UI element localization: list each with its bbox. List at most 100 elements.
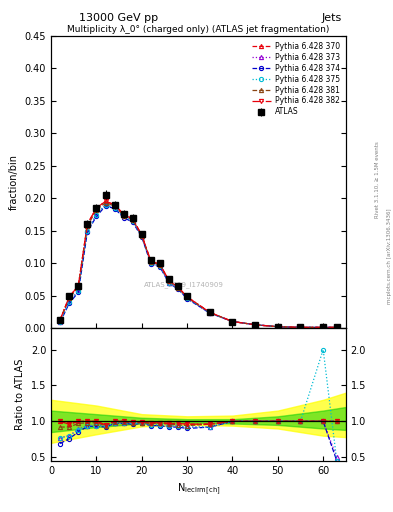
Pythia 6.428 382 [158, 261, 162, 267]
Pythia 6.428 374 [140, 234, 144, 240]
Pythia 6.428 375 [112, 205, 117, 211]
Pythia 6.428 382 [208, 309, 212, 315]
Pythia 6.428 370 [94, 205, 99, 211]
Pythia 6.428 375 [130, 218, 135, 224]
Pythia 6.428 370 [103, 198, 108, 204]
Pythia 6.428 381 [208, 309, 212, 315]
Pythia 6.428 374 [121, 215, 126, 221]
Pythia 6.428 373 [149, 260, 153, 266]
Pythia 6.428 374 [298, 324, 303, 330]
Pythia 6.428 374 [158, 264, 162, 270]
Pythia 6.428 370 [334, 324, 339, 330]
Pythia 6.428 373 [298, 324, 303, 330]
Pythia 6.428 373 [140, 233, 144, 240]
Pythia 6.428 373 [158, 263, 162, 269]
Pythia 6.428 381 [112, 203, 117, 209]
Pythia 6.428 381 [140, 233, 144, 239]
Pythia 6.428 382 [121, 211, 126, 218]
Text: Rivet 3.1.10, ≥ 1.5M events: Rivet 3.1.10, ≥ 1.5M events [375, 141, 380, 218]
Pythia 6.428 370 [185, 294, 189, 300]
Pythia 6.428 381 [121, 212, 126, 219]
Pythia 6.428 370 [149, 258, 153, 264]
Pythia 6.428 373 [76, 287, 81, 293]
Pythia 6.428 370 [230, 318, 235, 325]
Text: Jets: Jets [321, 13, 342, 23]
Line: Pythia 6.428 381: Pythia 6.428 381 [58, 201, 339, 329]
Pythia 6.428 374 [58, 319, 62, 325]
Pythia 6.428 370 [58, 316, 62, 323]
Pythia 6.428 373 [130, 218, 135, 224]
Pythia 6.428 382 [230, 318, 235, 325]
Pythia 6.428 374 [167, 280, 171, 286]
Pythia 6.428 370 [76, 283, 81, 289]
Pythia 6.428 373 [94, 211, 99, 218]
Y-axis label: fraction/bin: fraction/bin [9, 154, 19, 210]
Pythia 6.428 370 [208, 309, 212, 315]
Pythia 6.428 381 [253, 322, 257, 328]
Pythia 6.428 374 [85, 229, 90, 235]
Pythia 6.428 382 [334, 324, 339, 330]
Pythia 6.428 374 [94, 214, 99, 220]
Pythia 6.428 373 [167, 280, 171, 286]
Pythia 6.428 381 [85, 223, 90, 229]
X-axis label: N$_{\mathregular{leclrm[ch]}}$: N$_{\mathregular{leclrm[ch]}}$ [177, 481, 220, 497]
Pythia 6.428 370 [167, 278, 171, 284]
Line: Pythia 6.428 382: Pythia 6.428 382 [58, 199, 339, 329]
Pythia 6.428 374 [149, 261, 153, 267]
Pythia 6.428 374 [67, 300, 72, 306]
Pythia 6.428 375 [67, 299, 72, 305]
Pythia 6.428 370 [121, 211, 126, 218]
Text: ATLAS_2019_I1740909: ATLAS_2019_I1740909 [144, 281, 224, 288]
Pythia 6.428 374 [176, 286, 180, 292]
Pythia 6.428 370 [253, 322, 257, 328]
Pythia 6.428 382 [85, 221, 90, 227]
Pythia 6.428 381 [67, 295, 72, 301]
Text: 13000 GeV pp: 13000 GeV pp [79, 13, 158, 23]
Pythia 6.428 382 [58, 316, 62, 323]
Pythia 6.428 373 [58, 318, 62, 325]
Pythia 6.428 374 [103, 203, 108, 209]
Pythia 6.428 381 [176, 285, 180, 291]
Pythia 6.428 382 [275, 324, 280, 330]
Pythia 6.428 374 [130, 219, 135, 225]
Pythia 6.428 370 [275, 324, 280, 330]
Pythia 6.428 374 [230, 318, 235, 325]
Pythia 6.428 382 [140, 232, 144, 238]
Pythia 6.428 375 [158, 263, 162, 269]
Pythia 6.428 382 [149, 258, 153, 264]
Pythia 6.428 373 [253, 322, 257, 328]
Line: Pythia 6.428 370: Pythia 6.428 370 [58, 199, 339, 329]
Pythia 6.428 374 [321, 324, 325, 330]
Pythia 6.428 375 [208, 310, 212, 316]
Pythia 6.428 374 [112, 205, 117, 211]
Pythia 6.428 370 [298, 324, 303, 330]
Pythia 6.428 373 [185, 295, 189, 301]
Pythia 6.428 374 [334, 324, 339, 330]
Pythia 6.428 382 [185, 294, 189, 300]
Pythia 6.428 382 [130, 216, 135, 222]
Pythia 6.428 375 [103, 202, 108, 208]
Pythia 6.428 370 [85, 221, 90, 227]
Pythia 6.428 370 [140, 232, 144, 238]
Pythia 6.428 370 [176, 284, 180, 290]
Pythia 6.428 373 [334, 324, 339, 330]
Pythia 6.428 370 [112, 202, 117, 208]
Pythia 6.428 373 [321, 324, 325, 330]
Pythia 6.428 374 [253, 322, 257, 328]
Pythia 6.428 381 [321, 324, 325, 330]
Pythia 6.428 381 [185, 294, 189, 301]
Pythia 6.428 375 [140, 233, 144, 240]
Line: Pythia 6.428 373: Pythia 6.428 373 [58, 203, 339, 329]
Pythia 6.428 375 [167, 280, 171, 286]
Pythia 6.428 373 [230, 318, 235, 325]
Line: Pythia 6.428 375: Pythia 6.428 375 [58, 203, 339, 329]
Pythia 6.428 381 [167, 278, 171, 284]
Pythia 6.428 375 [76, 288, 81, 294]
Title: Multiplicity λ_0° (charged only) (ATLAS jet fragmentation): Multiplicity λ_0° (charged only) (ATLAS … [67, 25, 330, 34]
Pythia 6.428 381 [275, 324, 280, 330]
Pythia 6.428 373 [85, 227, 90, 233]
Pythia 6.428 381 [298, 324, 303, 330]
Pythia 6.428 382 [112, 202, 117, 208]
Pythia 6.428 375 [121, 214, 126, 220]
Pythia 6.428 382 [167, 278, 171, 284]
